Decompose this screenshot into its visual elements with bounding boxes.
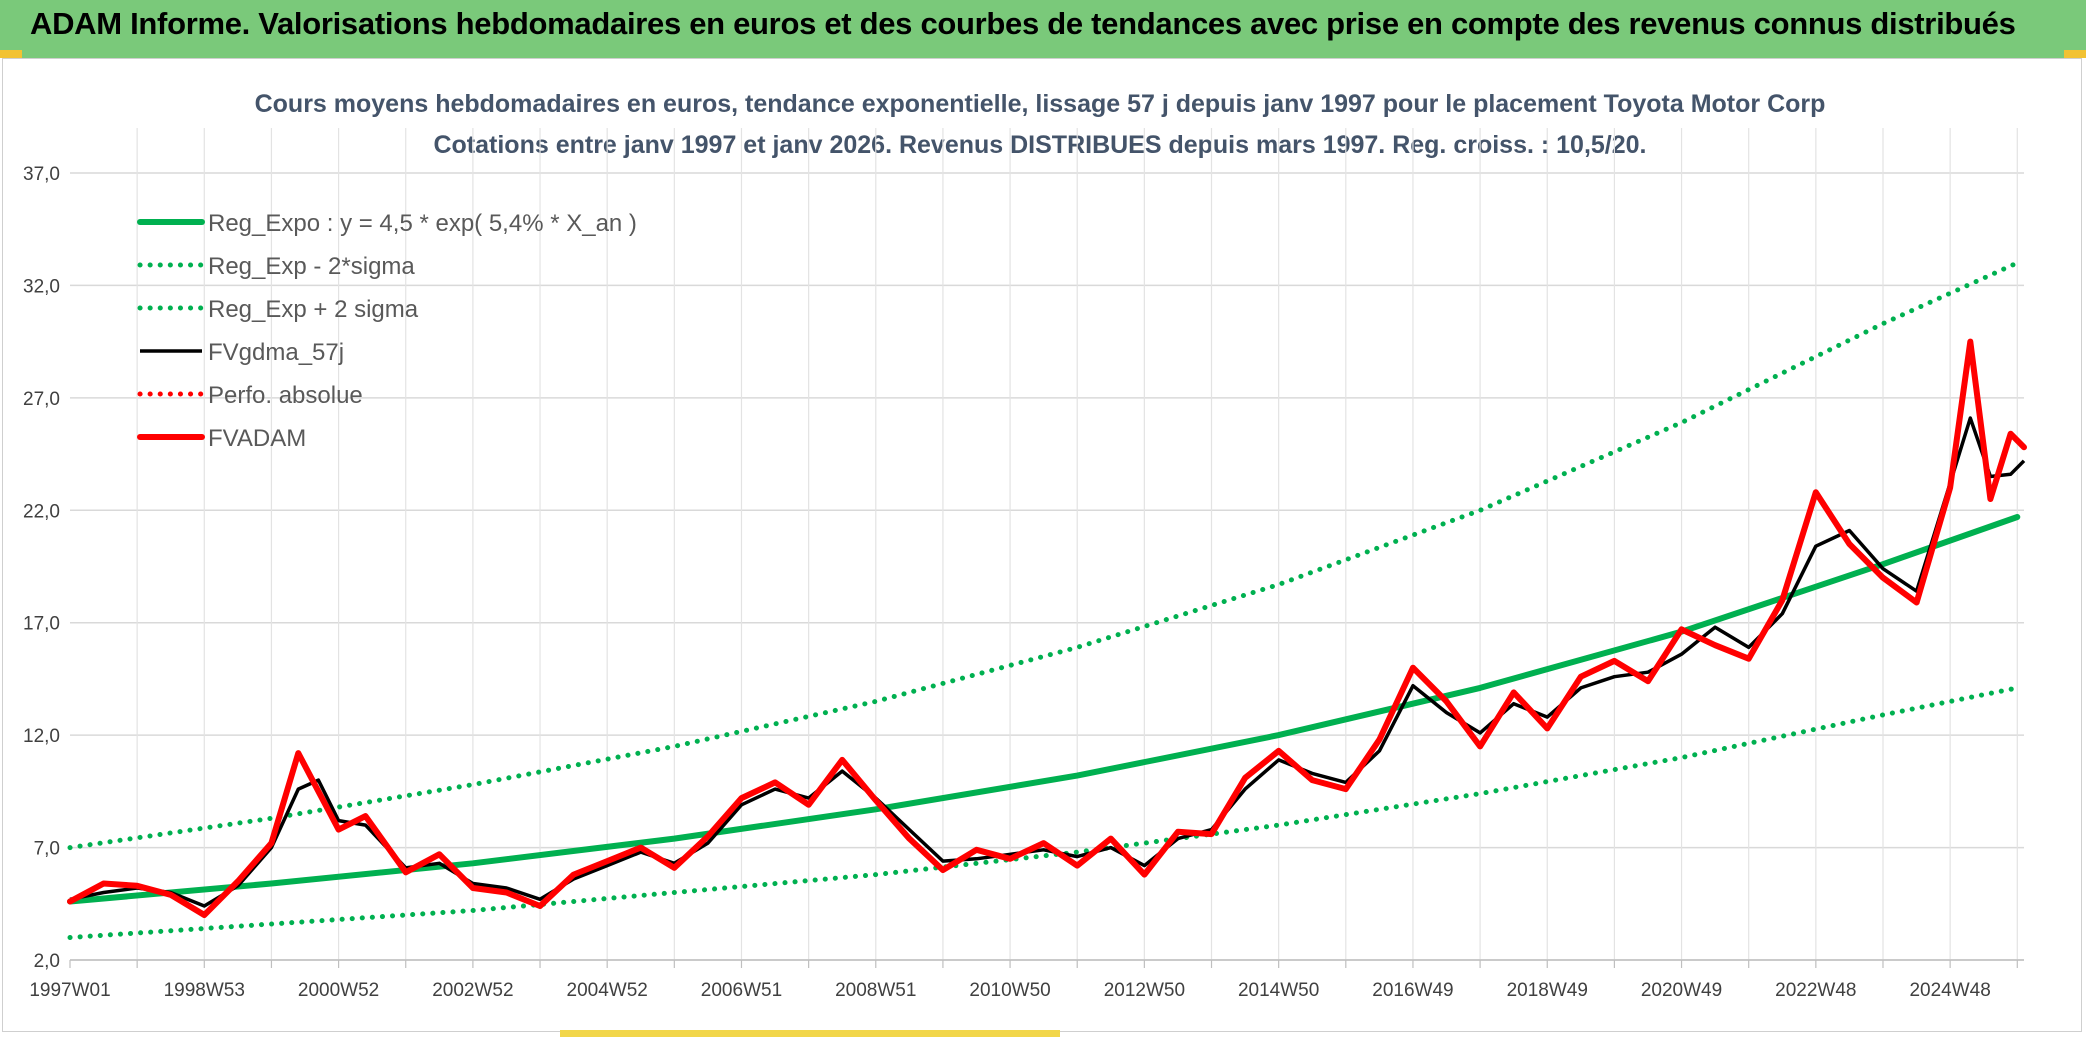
x-tick-label: 2010W50 xyxy=(969,980,1050,1001)
y-tick-label: 22,0 xyxy=(23,501,60,522)
x-tick-label: 2022W48 xyxy=(1775,980,1856,1001)
y-tick-label: 12,0 xyxy=(23,726,60,747)
legend-label: Perfo. absolue xyxy=(208,382,363,409)
x-tick-label: 2008W51 xyxy=(835,980,916,1001)
banner-corner-right xyxy=(2064,50,2086,58)
x-tick-label: 2012W50 xyxy=(1104,980,1185,1001)
x-tick-label: 1997W01 xyxy=(29,980,110,1001)
legend-label: FVgdma_57j xyxy=(208,339,344,366)
chart-grid xyxy=(70,128,2024,961)
x-tick-label: 2020W49 xyxy=(1641,980,1722,1001)
x-axis: 1997W01 1998W53 2000W52 2002W52 2004W52 2006W… xyxy=(29,959,2024,1001)
y-tick-label: 17,0 xyxy=(23,614,60,635)
x-tick-label: 2002W52 xyxy=(432,980,513,1001)
y-tick-label: 37,0 xyxy=(23,164,60,185)
y-tick-label: 7,0 xyxy=(34,839,60,860)
legend-label: Reg_Exp - 2*sigma xyxy=(208,253,415,280)
y-tick-label: 27,0 xyxy=(23,389,60,410)
legend-label: FVADAM xyxy=(208,425,306,452)
series-line-3 xyxy=(69,416,2026,908)
x-tick-label: 1998W53 xyxy=(164,980,245,1001)
y-axis: 2,0 7,0 12,0 17,0 22,0 27,0 32,0 37,0 xyxy=(23,164,60,972)
x-tick-label: 2024W48 xyxy=(1909,980,1990,1001)
x-tick-label: 2006W51 xyxy=(701,980,782,1001)
bottom-accent-strip xyxy=(560,1030,1060,1037)
series-line-5 xyxy=(67,338,2027,918)
plot-area xyxy=(67,260,2027,940)
x-tick-label: 2004W52 xyxy=(567,980,648,1001)
x-tick-label: 2016W49 xyxy=(1372,980,1453,1001)
chart-subtitle: Cotations entre janv 1997 et janv 2026. … xyxy=(433,131,1646,159)
banner-corner-left xyxy=(0,50,22,58)
series-line-2 xyxy=(67,260,2020,851)
report-title: ADAM Informe. Valorisations hebdomadaire… xyxy=(30,6,2016,41)
x-tick-label: 2000W52 xyxy=(298,980,379,1001)
x-tick-label: 2018W49 xyxy=(1507,980,1588,1001)
chart-legend: Reg_Expo : y = 4,5 * exp( 5,4% * X_an ) R… xyxy=(137,210,637,452)
y-tick-label: 2,0 xyxy=(34,951,60,972)
chart-title: Cours moyens hebdomadaires en euros, ten… xyxy=(255,90,1826,118)
legend-label: Reg_Expo : y = 4,5 * exp( 5,4% * X_an ) xyxy=(208,210,637,237)
report-banner: ADAM Informe. Valorisations hebdomadaire… xyxy=(0,0,2086,58)
y-tick-label: 32,0 xyxy=(23,276,60,297)
series-line-1 xyxy=(67,685,2020,940)
x-tick-label: 2014W50 xyxy=(1238,980,1319,1001)
legend-label: Reg_Exp + 2 sigma xyxy=(208,296,419,323)
